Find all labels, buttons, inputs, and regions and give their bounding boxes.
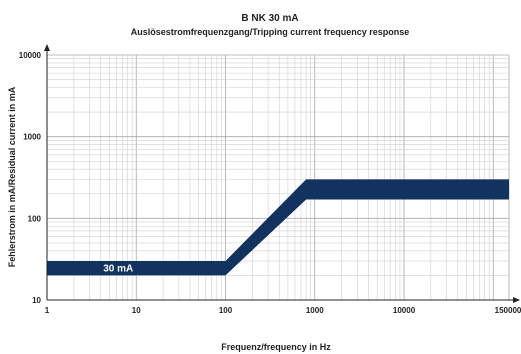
y-tick-label: 100 [28,214,42,223]
x-axis-arrow [513,297,520,303]
y-axis-arrow [44,44,50,51]
x-axis-label: Frequenz/frequency in Hz [221,342,331,352]
series-label: 30 mA [103,264,133,275]
grid [46,54,510,301]
x-tick-label: 1 [45,306,50,315]
x-tick-label: 100 [219,306,233,315]
x-tick-labels: 1 10 100 1000 10000 150000 [45,306,521,315]
chart-subtitle: Auslösestromfrequenzgang/Tripping curren… [131,27,410,37]
series-band [47,179,509,276]
y-tick-label: 10000 [19,51,42,60]
chart-title: B NK 30 mA [241,13,298,24]
x-tick-label: 1000 [306,306,324,315]
y-axis-label: Fehlerstrom in mA/Residual current in mA [7,86,17,267]
x-tick-label: 150000 [495,306,521,315]
y-tick-label: 1000 [23,133,41,142]
x-tick-label: 10 [132,306,141,315]
x-tick-label: 10000 [393,306,416,315]
y-tick-labels: 10 100 1000 10000 [19,51,42,305]
band-group: 30 mA [47,179,509,276]
axes [44,44,520,303]
y-tick-label: 10 [32,296,41,305]
